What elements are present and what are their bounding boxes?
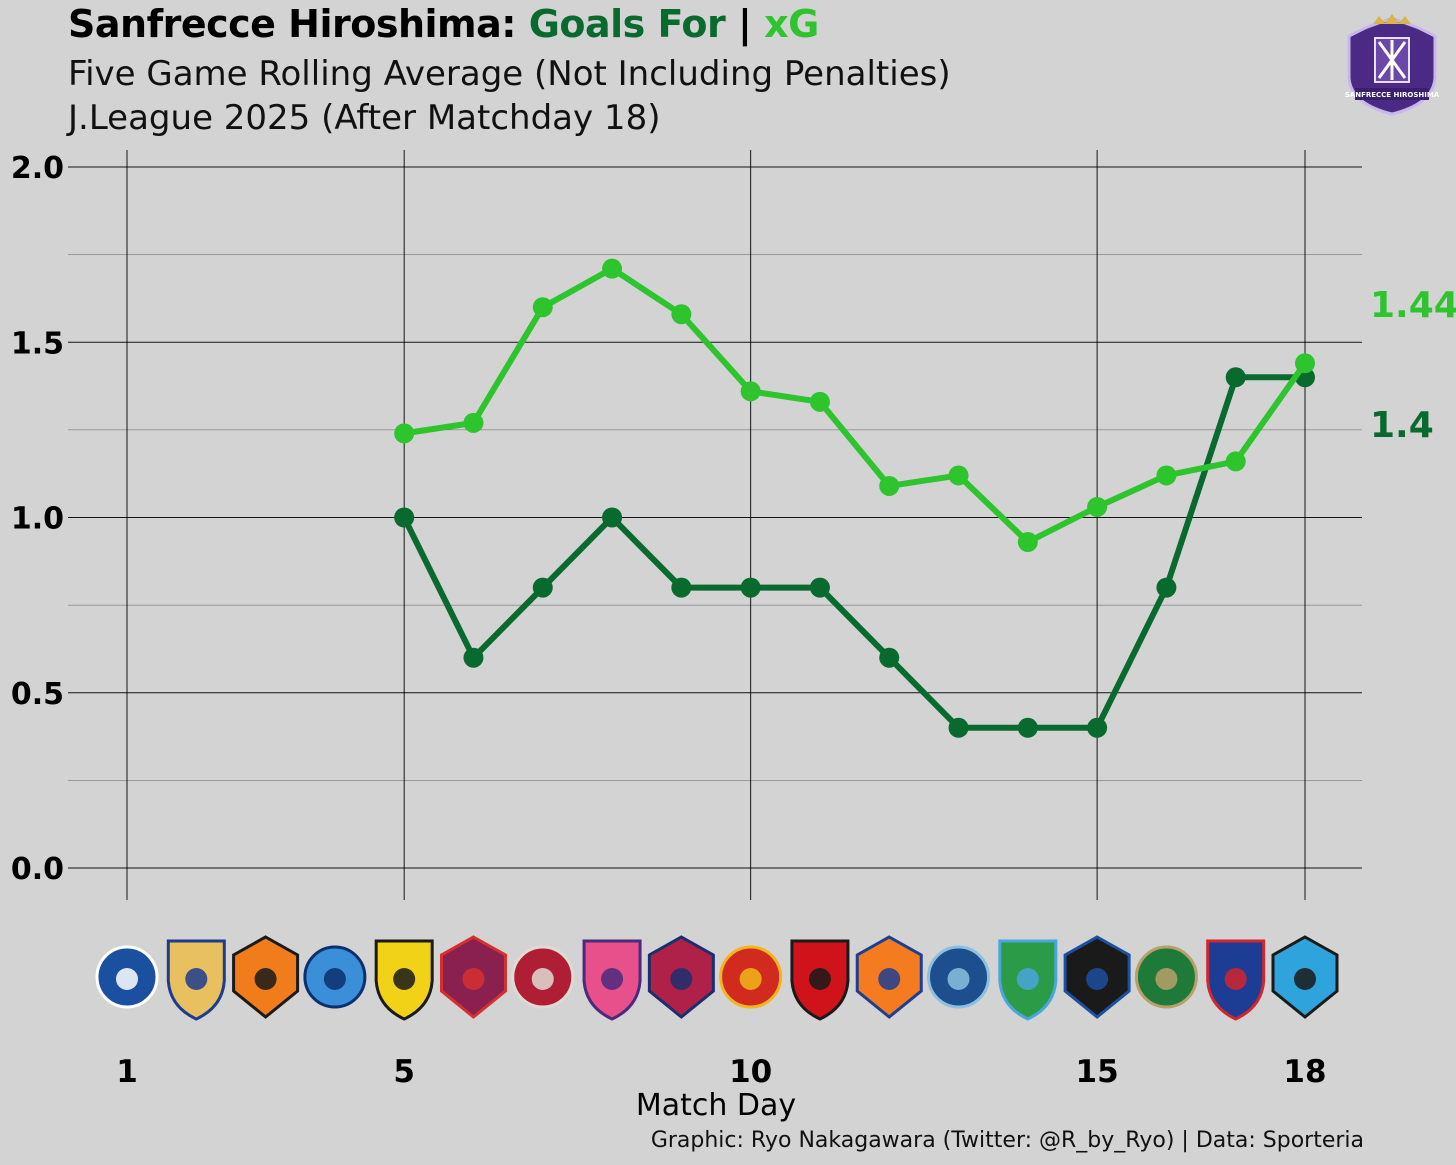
crest-emblem bbox=[1224, 968, 1247, 990]
crest-emblem bbox=[185, 968, 208, 990]
yokohama-f-marinos-crest-icon bbox=[166, 939, 226, 1021]
kawasaki-frontale-crest-icon bbox=[1271, 935, 1339, 1019]
y-tick-label: 0.5 bbox=[11, 677, 64, 712]
xg-point bbox=[394, 423, 415, 444]
crest-emblem bbox=[254, 968, 277, 990]
xg-point bbox=[948, 465, 969, 486]
sanfrecce-hiroshima-crest-icon: SANFRECCE HIROSHIMA bbox=[1345, 14, 1439, 116]
fc-tokyo-crest-icon bbox=[1206, 939, 1266, 1021]
goals_for-point bbox=[879, 647, 900, 668]
x-tick-label: 10 bbox=[729, 1054, 772, 1090]
xg-point bbox=[809, 391, 830, 412]
goals_for-point bbox=[532, 577, 553, 598]
goals_for-point bbox=[1156, 577, 1177, 598]
goals_for-point bbox=[1225, 367, 1246, 388]
xg-point bbox=[1017, 532, 1038, 553]
y-tick-label: 1.0 bbox=[11, 502, 64, 537]
y-tick-label: 2.0 bbox=[11, 151, 64, 186]
crest-emblem bbox=[393, 968, 416, 990]
crest-emblem bbox=[323, 968, 346, 990]
shimizu-s-pulse-crest-icon bbox=[232, 935, 300, 1019]
goals_for-point bbox=[1087, 717, 1108, 738]
gamba-osaka-crest-icon bbox=[1063, 935, 1131, 1019]
xg-point bbox=[463, 412, 484, 433]
x-axis-label: Match Day bbox=[635, 1088, 797, 1123]
nagoya-grampus-crest-icon bbox=[719, 945, 783, 1009]
title-separator: | bbox=[738, 2, 752, 46]
crest-emblem bbox=[116, 968, 138, 990]
title-team: Sanfrecce Hiroshima: bbox=[68, 2, 516, 46]
goals_for-point bbox=[394, 507, 415, 528]
albirex-niigata-crest-icon bbox=[855, 935, 923, 1019]
xg-point bbox=[1087, 496, 1108, 517]
avispa-fukuoka-crest-icon bbox=[927, 945, 991, 1009]
title-goals-for: Goals For bbox=[528, 2, 726, 46]
goals_for-point bbox=[463, 647, 484, 668]
x-tick-label: 1 bbox=[116, 1054, 138, 1090]
x-tick-label: 5 bbox=[393, 1054, 415, 1090]
xg-point bbox=[532, 297, 553, 318]
xg-point bbox=[879, 475, 900, 496]
crest-emblem bbox=[808, 968, 831, 990]
goals_for-end-label: 1.4 bbox=[1370, 405, 1434, 446]
xg-point bbox=[740, 381, 761, 402]
fagiano-okayama-crest-icon bbox=[647, 935, 715, 1019]
xg-line bbox=[401, 265, 1308, 546]
credit-text: Graphic: Ryo Nakagawara (Twitter: @R_by_… bbox=[650, 1128, 1364, 1153]
goals_for-point bbox=[1017, 717, 1038, 738]
yokohama-fc-crest-icon bbox=[303, 945, 367, 1009]
series-layer: 1.4 1.44 bbox=[394, 258, 1456, 738]
crest-emblem bbox=[1016, 968, 1039, 990]
title-xg: xG bbox=[764, 2, 819, 46]
shonan-bellmare-crest-icon bbox=[998, 939, 1058, 1021]
crest-emblem bbox=[947, 968, 970, 990]
goals_for-point bbox=[948, 717, 969, 738]
goals_for-point bbox=[809, 577, 830, 598]
crest-emblem bbox=[462, 968, 485, 990]
crest-emblem bbox=[531, 968, 554, 990]
y-tick-label: 1.5 bbox=[11, 326, 64, 361]
goals_for-point bbox=[602, 507, 623, 528]
xg-point bbox=[1295, 353, 1315, 374]
xg-point bbox=[1225, 451, 1246, 472]
subtitle-line-1: Five Game Rolling Average (Not Including… bbox=[68, 54, 951, 94]
opponent-crests bbox=[95, 935, 1339, 1021]
xg-point bbox=[602, 258, 623, 279]
xg-end-label: 1.44 bbox=[1370, 285, 1456, 326]
crest-emblem bbox=[1086, 968, 1109, 990]
y-tick-label: 0.0 bbox=[11, 852, 64, 887]
crest-emblem bbox=[878, 968, 901, 990]
x-tick-label: 15 bbox=[1076, 1054, 1119, 1090]
goals_for-line bbox=[401, 374, 1308, 731]
goals_for-point bbox=[740, 577, 761, 598]
tokyo-verdy-crest-icon bbox=[1134, 945, 1198, 1009]
urawa-reds-crest-icon bbox=[790, 939, 850, 1021]
crest-emblem bbox=[1155, 968, 1178, 990]
goals_for-point bbox=[671, 577, 692, 598]
crest-emblem bbox=[1294, 968, 1316, 990]
crest-emblem bbox=[739, 968, 762, 990]
kyoto-sanga-crest-icon bbox=[439, 935, 507, 1019]
machida-zelvia-crest-icon bbox=[95, 945, 159, 1009]
chart-title: Sanfrecce Hiroshima: Goals For | xG bbox=[68, 2, 819, 46]
kashima-antlers-crest-icon bbox=[511, 945, 575, 1009]
crest-emblem bbox=[601, 968, 624, 990]
subtitle-line-2: J.League 2025 (After Matchday 18) bbox=[68, 98, 661, 138]
y-axis-ticks: 0.0 0.5 1.0 1.5 2.0 bbox=[11, 151, 64, 887]
chart-grid bbox=[68, 150, 1362, 900]
logo-text: SANFRECCE HIROSHIMA bbox=[1345, 91, 1439, 99]
xg-point bbox=[1156, 465, 1177, 486]
x-axis-ticks: 1 5 10 15 18 bbox=[116, 1054, 1326, 1090]
xg-point bbox=[671, 304, 692, 325]
crest-emblem bbox=[670, 968, 693, 990]
x-tick-label: 18 bbox=[1283, 1054, 1326, 1090]
kashiwa-reysol-crest-icon bbox=[374, 939, 434, 1021]
cerezo-osaka-crest-icon bbox=[582, 939, 642, 1021]
